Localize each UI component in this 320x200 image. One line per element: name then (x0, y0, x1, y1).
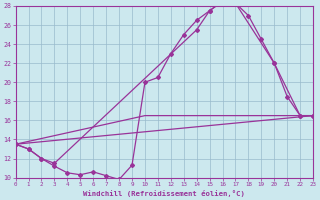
X-axis label: Windchill (Refroidissement éolien,°C): Windchill (Refroidissement éolien,°C) (84, 190, 245, 197)
